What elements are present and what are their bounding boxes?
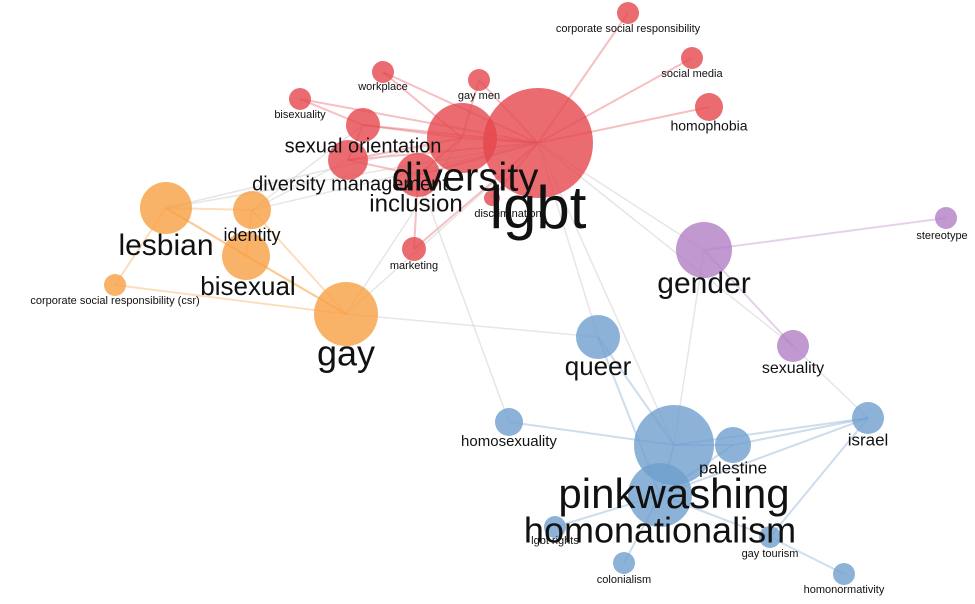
node[interactable] [484, 190, 500, 206]
node-label: colonialism [597, 574, 651, 586]
node[interactable] [396, 153, 440, 197]
node-label: homophobia [670, 118, 747, 134]
node-label: inclusion [369, 190, 462, 217]
node-label: corporate social responsibility (csr) [30, 295, 199, 307]
node-label: lesbian [118, 229, 213, 262]
node-label: homonationalism [524, 510, 796, 551]
edge [345, 313, 599, 338]
node-label: lgbt [490, 174, 587, 241]
edge [114, 284, 347, 315]
node[interactable] [681, 47, 703, 69]
edge [165, 137, 463, 209]
node[interactable] [759, 526, 781, 548]
node[interactable] [468, 69, 490, 91]
node[interactable] [104, 274, 126, 296]
node-label: sexual orientation [285, 135, 442, 157]
node[interactable] [402, 237, 426, 261]
node[interactable] [576, 315, 620, 359]
edge [769, 536, 845, 575]
node-label: homonormativity [804, 584, 885, 596]
node-label: identity [223, 225, 280, 245]
node[interactable] [233, 191, 271, 229]
node-label: israel [848, 430, 889, 449]
node[interactable] [628, 463, 692, 527]
node[interactable] [222, 232, 270, 280]
node[interactable] [715, 427, 751, 463]
node[interactable] [289, 88, 311, 110]
node[interactable] [346, 108, 380, 142]
edge [732, 417, 869, 446]
edge [792, 345, 869, 419]
node[interactable] [544, 516, 566, 538]
node-label: gay [317, 333, 375, 374]
node[interactable] [372, 61, 394, 83]
edge [659, 417, 869, 496]
node-label: discrimination [474, 208, 541, 220]
node[interactable] [483, 88, 593, 198]
edge [703, 217, 947, 251]
node[interactable] [613, 552, 635, 574]
node[interactable] [495, 408, 523, 436]
node[interactable] [833, 563, 855, 585]
edge [769, 417, 869, 538]
node-label: homosexuality [461, 433, 557, 450]
node[interactable] [777, 330, 809, 362]
node-label: gender [657, 267, 750, 300]
edge [537, 142, 675, 446]
node-label: social media [661, 68, 723, 80]
node[interactable] [852, 402, 884, 434]
node-label: stereotype [916, 230, 967, 242]
node[interactable] [140, 182, 192, 234]
node[interactable] [427, 103, 497, 173]
node-label: bisexuality [274, 109, 326, 121]
node-label: sexuality [762, 360, 824, 377]
node[interactable] [617, 2, 639, 24]
node-label: lgbt rights [531, 535, 579, 547]
node-label: pinkwashing [558, 470, 789, 517]
node-label: marketing [390, 260, 438, 272]
node-label: gay tourism [742, 548, 799, 560]
node[interactable] [695, 93, 723, 121]
node-label: workplace [357, 81, 408, 93]
node[interactable] [676, 222, 732, 278]
node[interactable] [314, 282, 378, 346]
edge [417, 174, 510, 423]
nodes [104, 2, 957, 585]
node-label: queer [565, 351, 632, 381]
edge [251, 124, 364, 211]
node-label: diversity management [252, 173, 448, 195]
node[interactable] [328, 140, 368, 180]
node-label: gay men [458, 90, 500, 102]
node-label: bisexual [200, 271, 295, 301]
edge [345, 137, 463, 315]
node-label: corporate social responsibility [556, 23, 701, 35]
node-label: diversity [392, 156, 539, 200]
node[interactable] [935, 207, 957, 229]
node-label: palestine [699, 458, 767, 477]
